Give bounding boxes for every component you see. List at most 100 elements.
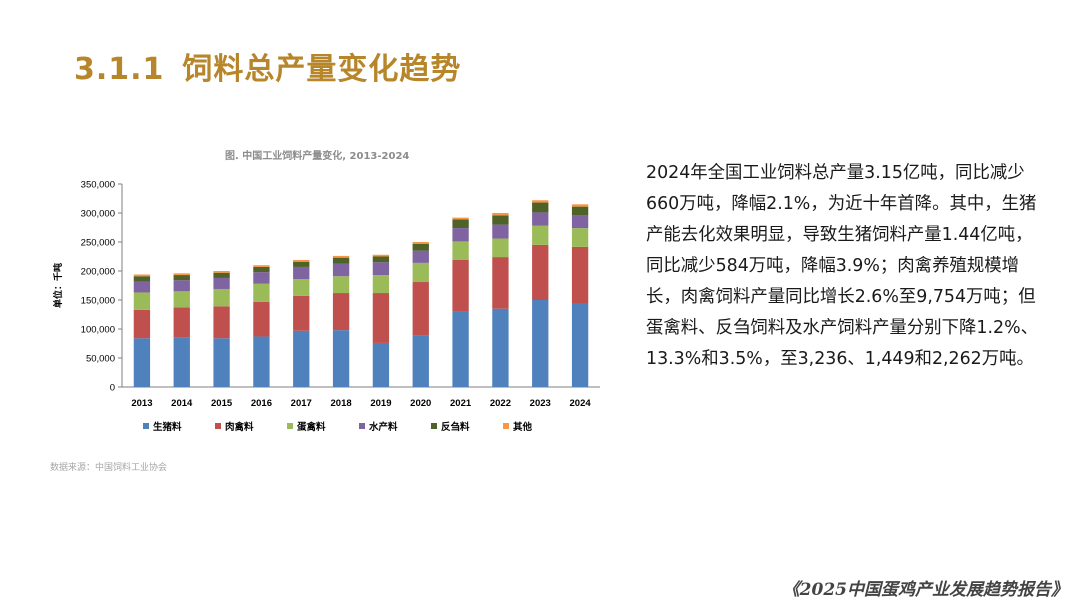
legend-label: 生猪料: [153, 421, 182, 433]
bar-segment: [532, 202, 549, 213]
bar-segment: [492, 213, 509, 216]
bar-segment: [213, 288, 230, 307]
y-tick-label: 250,000: [81, 238, 115, 249]
bar-segment: [452, 259, 469, 312]
bar-segment: [452, 219, 469, 229]
y-tick-label: 100,000: [81, 325, 115, 336]
bar-segment: [173, 337, 190, 387]
x-tick-label: 2016: [251, 398, 272, 409]
bar-segment: [412, 242, 429, 244]
bar-segment: [492, 308, 509, 387]
x-tick-label: 2020: [410, 398, 431, 409]
bar-segment: [213, 271, 230, 273]
x-tick-label: 2019: [370, 398, 391, 409]
bar-segment: [133, 281, 151, 293]
bar-segment: [372, 342, 390, 387]
bar-segment: [133, 309, 151, 339]
bar-segment: [492, 238, 509, 258]
bar-segment: [412, 250, 429, 263]
bar-segment: [173, 275, 190, 281]
bar-segment: [332, 255, 350, 258]
bar-segment: [332, 257, 350, 264]
bar-segment: [452, 228, 469, 242]
bar-segment: [372, 256, 390, 263]
bar-segment: [532, 212, 549, 226]
legend-swatch: [287, 423, 293, 429]
bar-segment: [571, 204, 589, 207]
bar-segment: [412, 262, 429, 283]
bar-segment: [213, 306, 230, 339]
y-tick-label: 150,000: [81, 296, 115, 307]
bar-segment: [332, 263, 350, 277]
bar-segment: [293, 259, 310, 262]
x-tick-label: 2013: [131, 398, 152, 409]
bar-segment: [332, 276, 350, 294]
section-number: 3.1.1: [74, 52, 165, 87]
bar-segment: [173, 291, 190, 308]
bar-segment: [532, 225, 549, 245]
bar-segment: [253, 266, 270, 273]
y-tick-label: 350,000: [81, 180, 115, 191]
x-tick-label: 2014: [171, 398, 193, 409]
legend-label: 肉禽料: [225, 421, 254, 433]
y-tick-label: 50,000: [86, 354, 115, 365]
bar-segment: [213, 338, 230, 387]
bar-segment: [532, 200, 549, 203]
bar-segment: [173, 307, 190, 338]
bar-segment: [253, 301, 270, 337]
legend-swatch: [359, 423, 365, 429]
bar-segment: [253, 336, 270, 387]
bar-segment: [293, 279, 310, 296]
bar-segment: [133, 338, 151, 387]
bar-segment: [492, 215, 509, 225]
bar-segment: [173, 280, 190, 292]
bar-segment: [532, 244, 549, 300]
bar-segment: [571, 228, 589, 247]
bar-segment: [133, 292, 151, 310]
x-tick-label: 2015: [211, 398, 233, 409]
bar-segment: [571, 206, 589, 216]
bar-segment: [293, 266, 310, 280]
y-axis-label: 单位：千吨: [52, 263, 64, 308]
bar-segment: [253, 272, 270, 284]
bar-segment: [293, 330, 310, 387]
legend-swatch: [143, 423, 149, 429]
data-source: 数据来源：中国饲料工业协会: [50, 463, 168, 473]
bar-segment: [492, 257, 509, 309]
bar-segment: [372, 262, 390, 276]
bar-segment: [412, 335, 429, 387]
bar-segment: [332, 330, 350, 387]
section-heading: 饲料总产量变化趋势: [182, 52, 462, 87]
legend-label: 反刍料: [441, 421, 470, 433]
bar-segment: [571, 303, 589, 387]
x-tick-label: 2022: [490, 398, 511, 409]
bar-segment: [253, 265, 270, 267]
bar-segment: [372, 293, 390, 343]
legend-swatch: [431, 423, 437, 429]
bar-segment: [532, 300, 549, 387]
x-tick-label: 2017: [291, 398, 312, 409]
section-title: 3.1.1 饲料总产量变化趋势: [74, 44, 461, 88]
bar-segment: [293, 261, 310, 267]
bar-segment: [133, 276, 151, 282]
legend-label: 其他: [513, 421, 533, 433]
summary-text: 2024年全国工业饲料总产量3.15亿吨，同比减少660万吨，降幅2.1%，为近…: [646, 163, 1038, 369]
bar-segment: [133, 274, 151, 277]
bar-segment: [452, 241, 469, 260]
bar-segment: [571, 246, 589, 304]
y-tick-label: 300,000: [81, 209, 115, 220]
chart-title: 图. 中国工业饲料产量变化, 2013-2024: [225, 151, 410, 162]
bar-segment: [412, 282, 429, 336]
legend-swatch: [503, 423, 509, 429]
bar-segment: [213, 277, 230, 289]
bar-segment: [492, 224, 509, 239]
chart-canvas: 0 50,000 100,000 150,000 200,000 250,000 300,0…: [52, 180, 600, 433]
x-tick-label: 2024: [570, 398, 592, 409]
bar-segment: [253, 283, 270, 302]
bar-segment: [571, 215, 589, 229]
x-tick-label: 2023: [530, 398, 551, 409]
bar-segment: [372, 254, 390, 257]
bar-segment: [412, 243, 429, 251]
bar-segment: [173, 273, 190, 276]
x-tick-label: 2018: [331, 398, 352, 409]
